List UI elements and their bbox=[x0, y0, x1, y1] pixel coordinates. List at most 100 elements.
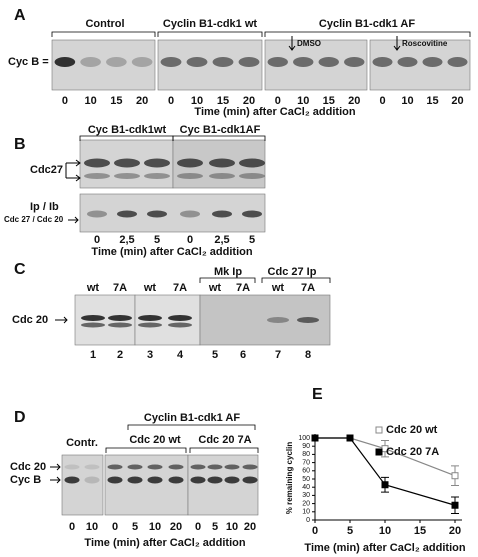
marker bbox=[381, 481, 389, 489]
lane-head: 7A bbox=[173, 282, 187, 294]
y-axis-label: % remaining cyclin bbox=[285, 442, 294, 515]
series-line bbox=[315, 437, 456, 506]
y-tick-label: 100 bbox=[298, 435, 310, 442]
band bbox=[117, 210, 137, 218]
lane-label: 20 bbox=[348, 95, 360, 107]
lane-head: wt bbox=[143, 282, 157, 294]
row-label: Cdc 27 / Cdc 20 bbox=[4, 215, 64, 224]
lane-label: 0 bbox=[275, 95, 281, 107]
band bbox=[318, 57, 339, 67]
y-tick-label: 70 bbox=[302, 459, 310, 466]
y-tick-label: 60 bbox=[302, 468, 310, 475]
band bbox=[207, 476, 223, 484]
band bbox=[138, 315, 162, 321]
arrow bbox=[65, 159, 81, 182]
band bbox=[54, 57, 76, 67]
axis-label: Time (min) after CaCl₂ addition bbox=[194, 106, 355, 118]
arrow bbox=[288, 36, 401, 51]
band bbox=[84, 476, 100, 484]
arrow bbox=[50, 463, 61, 484]
band bbox=[84, 158, 110, 168]
y-tick-label: 30 bbox=[302, 492, 310, 499]
lane-label: 0 bbox=[379, 95, 385, 107]
bracket bbox=[261, 277, 331, 283]
group-label: Cyclin B1-cdk1 AF bbox=[319, 18, 415, 30]
panel-letter: A bbox=[14, 7, 26, 24]
band bbox=[168, 322, 192, 328]
x-tick-label: 15 bbox=[414, 525, 426, 537]
treatment-label: DMSO bbox=[297, 39, 321, 48]
band bbox=[107, 464, 123, 470]
legend-marker bbox=[375, 426, 383, 434]
band bbox=[190, 476, 206, 484]
marker bbox=[451, 472, 459, 480]
lane-label: 15 bbox=[323, 95, 335, 107]
band bbox=[242, 464, 258, 470]
lane-label: 5 bbox=[154, 234, 160, 246]
legend-marker bbox=[375, 448, 383, 456]
group-label: Contr. bbox=[66, 437, 98, 449]
band bbox=[106, 57, 127, 67]
panel-letter: D bbox=[14, 409, 26, 426]
lane-label: 10 bbox=[86, 521, 98, 533]
group-label: Cdc 27 Ip bbox=[268, 266, 317, 278]
band bbox=[81, 315, 105, 321]
lane-head: wt bbox=[271, 282, 285, 294]
band bbox=[138, 322, 162, 328]
band bbox=[127, 476, 143, 484]
lane-label: 5 bbox=[212, 349, 218, 361]
y-tick-label: 50 bbox=[302, 476, 310, 483]
panel-letter: C bbox=[14, 261, 26, 278]
lane-label: 10 bbox=[191, 95, 203, 107]
lane-label: 2,5 bbox=[119, 234, 134, 246]
group-label: Mk Ip bbox=[214, 266, 242, 278]
band bbox=[239, 173, 265, 179]
lane-head: 7A bbox=[113, 282, 127, 294]
group-label: Cyclin B1-cdk1 wt bbox=[163, 18, 257, 30]
band bbox=[144, 158, 170, 168]
band bbox=[108, 315, 132, 321]
y-tick-label: 10 bbox=[302, 509, 310, 516]
blot bbox=[104, 454, 189, 516]
lane-label: 15 bbox=[217, 95, 229, 107]
band bbox=[293, 57, 314, 67]
row-label: Cyc B = bbox=[8, 56, 49, 68]
band bbox=[64, 476, 80, 484]
bracket bbox=[105, 447, 187, 453]
lane-label: 7 bbox=[275, 349, 281, 361]
lane-label: 10 bbox=[85, 95, 97, 107]
band bbox=[147, 210, 167, 218]
lane-label: 20 bbox=[136, 95, 148, 107]
bracket bbox=[157, 31, 263, 37]
lane-label: 0 bbox=[195, 521, 201, 533]
lane-label: 2 bbox=[117, 349, 123, 361]
row-label: Cdc 20 bbox=[12, 314, 48, 326]
band bbox=[147, 476, 163, 484]
row-label: Cdc 20 bbox=[10, 461, 46, 473]
band bbox=[168, 315, 192, 321]
band bbox=[114, 173, 140, 179]
panel-letter: B bbox=[14, 136, 26, 153]
lane-label: 5 bbox=[212, 521, 218, 533]
group-label: Cyc B1-cdk1AF bbox=[180, 124, 261, 136]
band bbox=[84, 173, 110, 179]
y-tick-label: 20 bbox=[302, 500, 310, 507]
x-tick-label: 5 bbox=[347, 525, 353, 537]
band bbox=[81, 322, 105, 328]
y-tick-label: 0 bbox=[306, 517, 310, 524]
group-label: Cyc B1-cdk1wt bbox=[88, 124, 167, 136]
marker bbox=[451, 501, 459, 509]
x-tick-label: 20 bbox=[449, 525, 461, 537]
bracket bbox=[172, 135, 266, 141]
row-label: Cyc B bbox=[10, 474, 41, 486]
arrow bbox=[55, 316, 68, 324]
bracket bbox=[127, 424, 256, 430]
lane-label: 10 bbox=[401, 95, 413, 107]
arrow bbox=[68, 216, 79, 224]
x-axis-label: Time (min) after CaCl₂ addition bbox=[304, 542, 465, 554]
band bbox=[87, 210, 107, 218]
lane-head: wt bbox=[208, 282, 222, 294]
lane-label: 0 bbox=[187, 234, 193, 246]
lane-label: 2,5 bbox=[214, 234, 229, 246]
